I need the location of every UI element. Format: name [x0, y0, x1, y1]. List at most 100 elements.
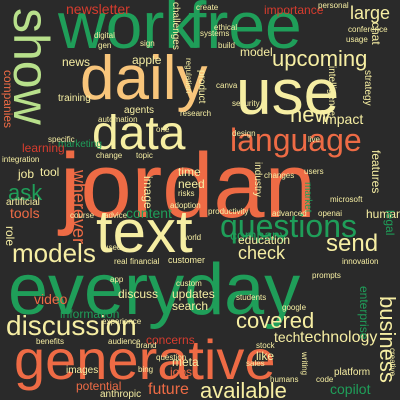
- word-wherever: wherever: [69, 170, 89, 245]
- word-design: design: [232, 129, 256, 138]
- word-digital: digital: [94, 31, 115, 40]
- word-systems: systems: [200, 29, 230, 38]
- word-customer: customer: [168, 255, 206, 265]
- word-custom: custom: [176, 279, 202, 288]
- word-prompts: prompts: [312, 271, 341, 280]
- word-intelligence: intelligence: [326, 66, 337, 117]
- word-questions: questions: [220, 208, 357, 244]
- word-companies: companies: [1, 70, 15, 129]
- word-impact: impact: [322, 111, 364, 127]
- word-one: one: [156, 125, 170, 134]
- word-research: research: [180, 109, 212, 118]
- word-risks: risks: [178, 189, 195, 198]
- word-updates: updates: [172, 287, 215, 301]
- word-data: data: [92, 107, 186, 160]
- word-tech: tech: [274, 329, 301, 345]
- word-usage: usage: [346, 35, 368, 44]
- word-audience: audience: [108, 337, 141, 346]
- word-agents: agents: [124, 105, 155, 116]
- word-features: features: [369, 150, 383, 194]
- word-like: like: [256, 349, 275, 363]
- word-strategy: strategy: [362, 70, 373, 106]
- word-new: new: [290, 102, 331, 127]
- word-discussion: discussion: [6, 310, 137, 341]
- word-model: model: [240, 45, 273, 59]
- word-change: change: [96, 151, 123, 160]
- word-gen: gen: [98, 41, 112, 50]
- word-real: real: [114, 257, 128, 266]
- word-large: large: [350, 3, 391, 23]
- word-need: need: [178, 177, 205, 191]
- word-artificial: artificial: [6, 197, 40, 208]
- word-news: news: [62, 55, 91, 69]
- word-education: education: [238, 233, 291, 247]
- word-information: information: [60, 307, 120, 321]
- word-used: used: [104, 243, 122, 252]
- word-meta: meta: [172, 355, 199, 369]
- word-show: show: [3, 8, 59, 125]
- word-advice: advice: [104, 211, 128, 220]
- word-images: images: [66, 365, 99, 376]
- word-microsoft: microsoft: [330, 195, 363, 204]
- word-search: search: [172, 299, 209, 313]
- word-sign: sign: [140, 39, 155, 48]
- word-app: app: [110, 275, 124, 284]
- word-jobs: jobs: [170, 365, 193, 379]
- word-technology: technology: [300, 329, 378, 346]
- word-build: build: [218, 41, 235, 50]
- word-advanced: advanced: [272, 209, 307, 218]
- word-market: market: [302, 182, 313, 213]
- word-check: check: [238, 243, 286, 263]
- word-sales: sales: [246, 359, 265, 368]
- word-legal: legal: [383, 210, 397, 236]
- word-creative: creative: [388, 348, 397, 377]
- word-human: human: [366, 207, 400, 221]
- word-time: time: [178, 165, 201, 179]
- word-learning: learning: [22, 141, 65, 155]
- word-potential: potential: [76, 379, 122, 393]
- word-create: create: [196, 3, 219, 12]
- word-ask: ask: [8, 180, 43, 205]
- word-image: image: [141, 176, 155, 209]
- word-available: available: [200, 378, 287, 400]
- word-automation: automation: [98, 115, 138, 124]
- word-topic: topic: [136, 151, 153, 160]
- word-chat: chat: [369, 22, 383, 45]
- word-training: training: [58, 93, 91, 104]
- word-openai: openai: [318, 209, 343, 218]
- word-regulation: regulation: [184, 58, 193, 94]
- word-future: future: [148, 381, 189, 398]
- word-live: live: [308, 135, 321, 144]
- word-video: video: [34, 291, 68, 307]
- word-anthropic: anthropic: [100, 389, 142, 400]
- word-everyday: everyday: [8, 250, 301, 330]
- word-bing: bing: [138, 365, 154, 374]
- word-security: security: [232, 99, 260, 108]
- word-changes: changes: [264, 171, 295, 180]
- word-send: send: [326, 230, 379, 257]
- word-business: business: [375, 296, 400, 383]
- word-challenges: challenges: [170, 2, 181, 50]
- word-discuss: discuss: [118, 287, 159, 301]
- word-work: work: [58, 0, 198, 62]
- word-company: company: [230, 227, 287, 243]
- word-platform: platform: [334, 367, 371, 378]
- word-stock: stock: [256, 341, 275, 350]
- word-adoption: adoption: [170, 201, 201, 210]
- word-content: content: [126, 205, 172, 221]
- word-generative: generative: [14, 328, 276, 391]
- word-benefits: benefits: [36, 337, 65, 346]
- word-students: students: [236, 293, 267, 302]
- word-code: code: [316, 375, 334, 384]
- word-jordan: jordan: [60, 135, 316, 237]
- word-financial: financial: [130, 257, 160, 266]
- word-specific: specific: [48, 135, 75, 144]
- word-models: models: [12, 238, 96, 268]
- word-integration: integration: [2, 155, 40, 164]
- word-upcoming: upcoming: [272, 46, 368, 71]
- word-language: language: [230, 122, 362, 158]
- word-free: free: [188, 0, 302, 62]
- word-role: role: [3, 226, 17, 247]
- word-tool: tool: [40, 165, 60, 179]
